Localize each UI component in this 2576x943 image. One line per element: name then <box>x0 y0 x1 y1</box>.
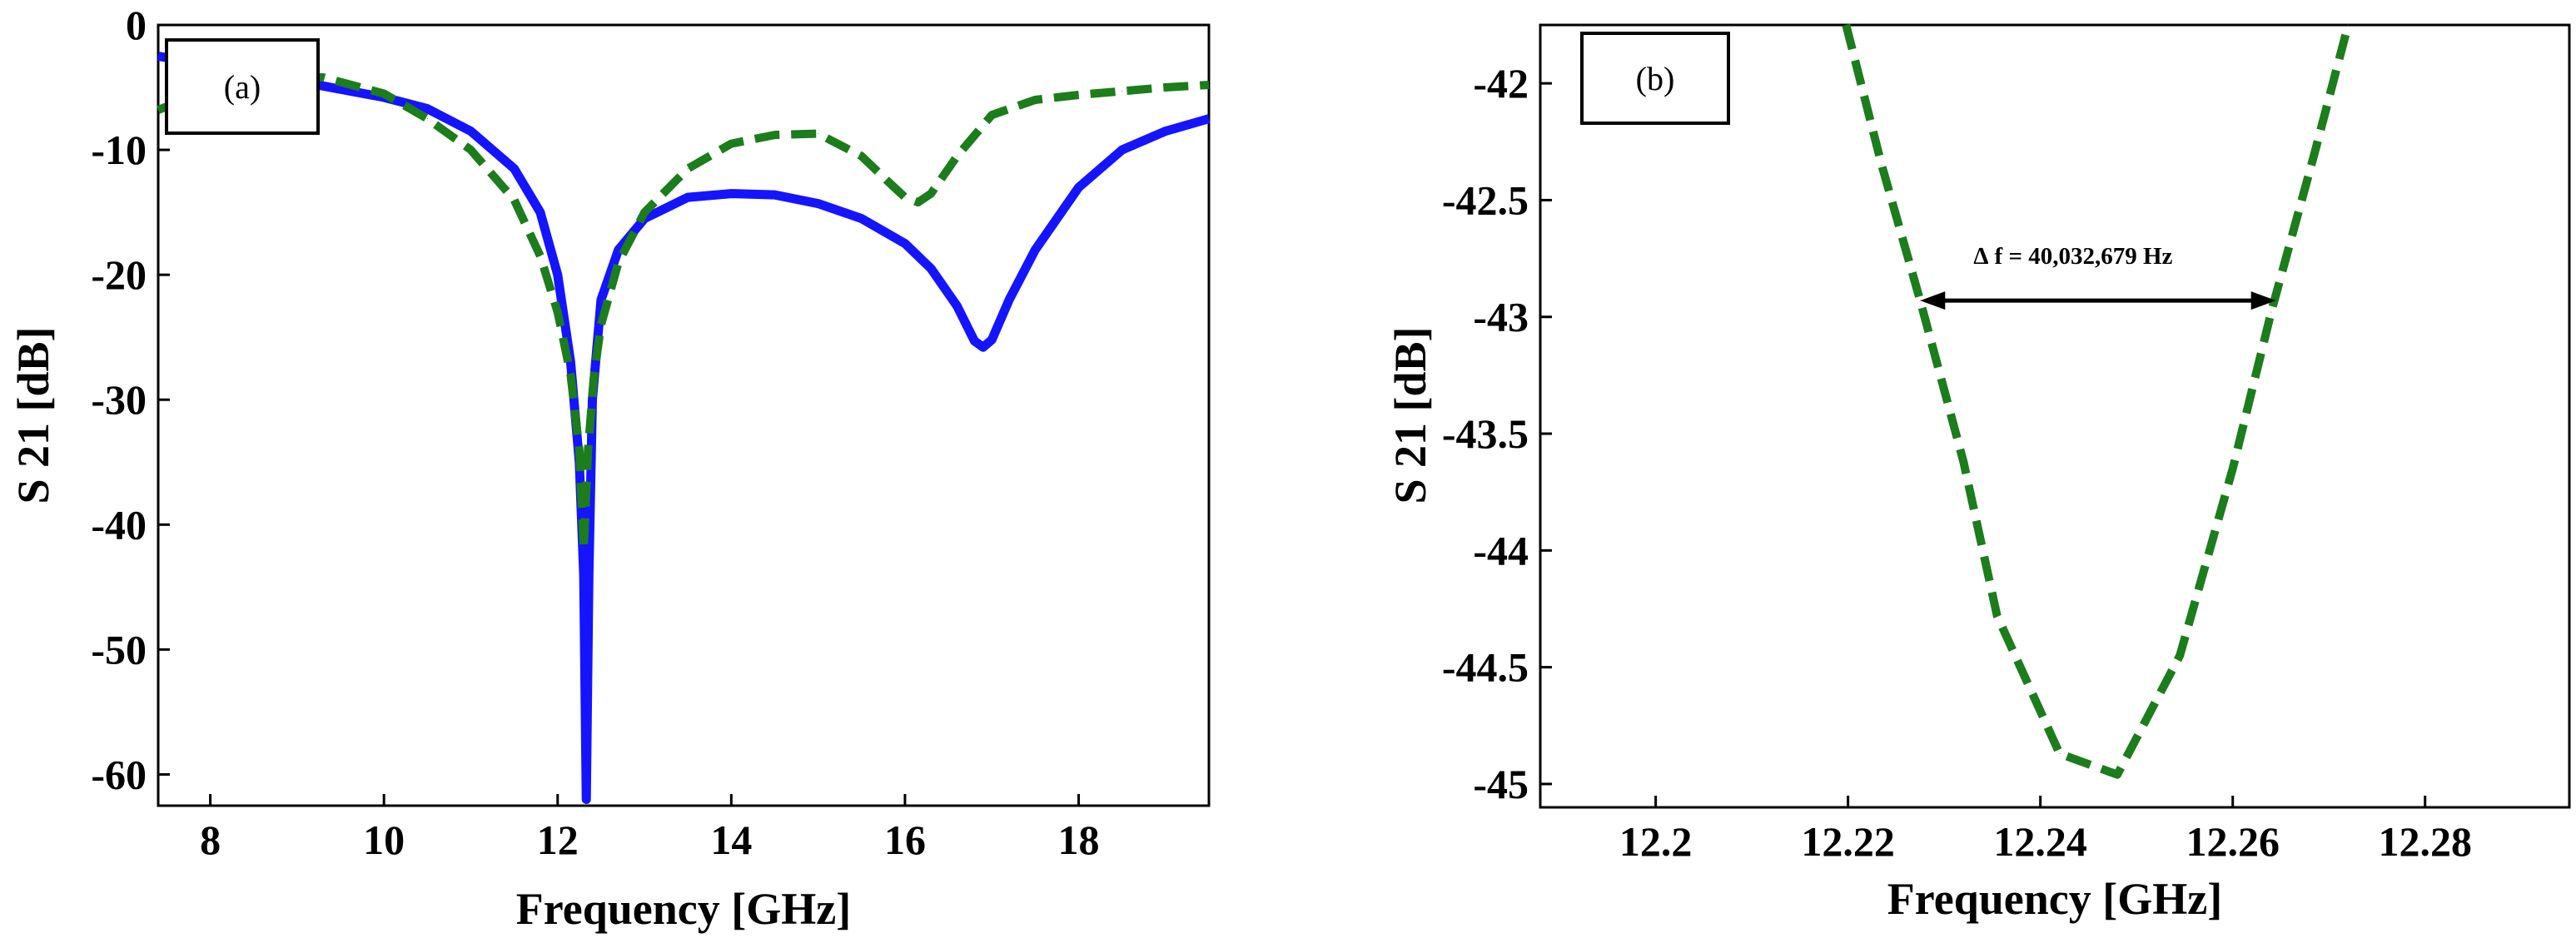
y-tick-label: -43.5 <box>1442 410 1529 457</box>
data-point <box>930 193 932 195</box>
delta-f-arrowhead-left <box>1920 291 1946 310</box>
data-point <box>2179 655 2181 657</box>
data-point <box>618 249 619 251</box>
plot-area-b <box>1539 23 2571 809</box>
data-point <box>774 194 776 196</box>
data-point <box>687 168 689 170</box>
data-point <box>470 149 471 151</box>
data-point <box>982 346 984 348</box>
data-point <box>861 218 863 220</box>
data-point <box>2270 311 2272 313</box>
y-tick-label: -20 <box>91 251 147 298</box>
ticks-layer-a: 8 10 12 14 16 18 0 -10 -20 -30 -40 -50 -60 <box>91 2 1099 863</box>
y-tick-label: -60 <box>91 751 147 797</box>
x-tick-label: 12.24 <box>1993 818 2087 865</box>
data-point <box>1078 94 1080 96</box>
delta-f-label: ∆ f = 40,032,679 Hz <box>1974 243 2173 270</box>
data-point <box>1121 149 1123 151</box>
data-point <box>904 243 906 245</box>
panel-label-a: (a) <box>224 68 261 106</box>
data-point <box>904 196 906 198</box>
x-tick-label: 12.22 <box>1801 818 1895 865</box>
delta-f-annotation: ∆ f = 40,032,679 Hz <box>1920 243 2276 310</box>
y-tick-label: -43 <box>1473 294 1529 340</box>
data-point <box>730 143 732 145</box>
y-tick-label: -45 <box>1473 761 1529 807</box>
data-point <box>973 340 975 342</box>
data-point <box>157 109 159 111</box>
plot-area-a <box>157 23 1211 807</box>
data-point <box>774 134 776 136</box>
data-point <box>930 268 932 270</box>
series-line-green-dashed <box>157 73 1210 554</box>
y-tick-label: -40 <box>91 501 147 548</box>
panel-label-box-b <box>1580 32 1730 125</box>
x-tick-label: 8 <box>200 816 221 863</box>
y-tick-label: -42.5 <box>1442 176 1529 223</box>
data-point <box>557 311 559 313</box>
y-tick-label: -44.5 <box>1442 644 1529 691</box>
x-tick-label: 12.2 <box>1619 818 1693 865</box>
data-point <box>2059 752 2061 754</box>
data-point <box>157 56 159 57</box>
data-point <box>514 168 515 170</box>
y-tick-label: -50 <box>91 626 147 673</box>
data-point <box>569 361 571 363</box>
y-tick-label: -10 <box>91 127 147 173</box>
data-point <box>618 261 619 263</box>
series-layer-a <box>157 52 1211 804</box>
data-point <box>644 211 645 213</box>
x-axis-title-a: Frequency [GHz] <box>516 884 851 934</box>
panel-label-box-a <box>165 38 320 135</box>
x-tick-label: 12 <box>537 816 579 863</box>
y-axis-title-b: S 21 [dB] <box>1385 326 1435 504</box>
data-point <box>2314 152 2315 154</box>
data-point <box>1165 87 1166 88</box>
data-point <box>426 108 428 110</box>
x-axis-title-b: Frequency [GHz] <box>1887 874 2222 924</box>
x-tick-label: 12.26 <box>2186 818 2280 865</box>
data-point <box>1962 461 1964 463</box>
y-tick-label: 0 <box>126 2 147 48</box>
data-point <box>470 131 471 132</box>
x-tick-label: 18 <box>1058 816 1100 863</box>
data-point <box>1034 99 1036 101</box>
panel-b: 12.2 12.22 12.24 12.26 12.28 -42 -42.5 -43 -43.5… <box>1385 23 2571 924</box>
x-tick-label: 10 <box>363 816 405 863</box>
data-point <box>1034 249 1036 251</box>
data-point <box>426 118 428 120</box>
data-point <box>730 193 732 195</box>
data-point <box>1208 84 1210 86</box>
data-point <box>585 798 587 800</box>
data-point <box>1165 131 1166 132</box>
y-tick-label: -30 <box>91 376 147 423</box>
series-line-green-dashed <box>1842 23 2353 779</box>
x-tick-label: 12.28 <box>2378 818 2472 865</box>
y-axis-title-a: S 21 [dB] <box>8 326 58 504</box>
data-point <box>2347 24 2349 26</box>
y-tick-label: -44 <box>1473 527 1529 573</box>
data-point <box>2116 774 2118 776</box>
data-point <box>383 93 385 95</box>
data-point <box>687 196 689 198</box>
data-point <box>1078 186 1080 188</box>
ticks-layer-b: 12.2 12.22 12.24 12.26 12.28 -42 -42.5 -43 -43.5… <box>1442 60 2472 865</box>
y-tick-label: -42 <box>1473 60 1529 107</box>
data-point <box>322 77 324 78</box>
data-point <box>1208 118 1210 120</box>
panel-label-b: (b) <box>1636 60 1675 97</box>
data-point <box>514 199 515 201</box>
data-point <box>1845 24 1847 26</box>
panel-a: 8 10 12 14 16 18 0 -10 -20 -30 -40 -50 -60 (a) Frequ… <box>8 2 1211 934</box>
delta-f-arrowhead-right <box>2250 291 2276 310</box>
x-tick-label: 14 <box>710 816 752 863</box>
x-tick-label: 16 <box>884 816 926 863</box>
data-point <box>587 449 589 450</box>
data-point <box>1121 91 1123 92</box>
